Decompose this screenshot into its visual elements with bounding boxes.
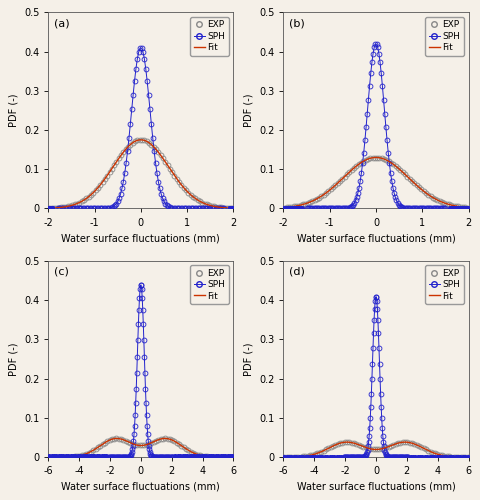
Y-axis label: PDF (-): PDF (-) xyxy=(8,94,18,127)
Y-axis label: PDF (-): PDF (-) xyxy=(243,94,253,127)
X-axis label: Water surface fluctuations (mm): Water surface fluctuations (mm) xyxy=(61,233,220,243)
Legend: EXP, SPH, Fit: EXP, SPH, Fit xyxy=(425,266,464,304)
X-axis label: Water surface fluctuations (mm): Water surface fluctuations (mm) xyxy=(61,482,220,492)
X-axis label: Water surface fluctuations (mm): Water surface fluctuations (mm) xyxy=(297,233,456,243)
Legend: EXP, SPH, Fit: EXP, SPH, Fit xyxy=(190,266,229,304)
Y-axis label: PDF (-): PDF (-) xyxy=(243,342,253,376)
Y-axis label: PDF (-): PDF (-) xyxy=(8,342,18,376)
Legend: EXP, SPH, Fit: EXP, SPH, Fit xyxy=(190,17,229,56)
Text: (d): (d) xyxy=(289,267,305,277)
Text: (a): (a) xyxy=(54,18,70,28)
Legend: EXP, SPH, Fit: EXP, SPH, Fit xyxy=(425,17,464,56)
X-axis label: Water surface fluctuations (mm): Water surface fluctuations (mm) xyxy=(297,482,456,492)
Text: (c): (c) xyxy=(54,267,69,277)
Text: (b): (b) xyxy=(289,18,305,28)
